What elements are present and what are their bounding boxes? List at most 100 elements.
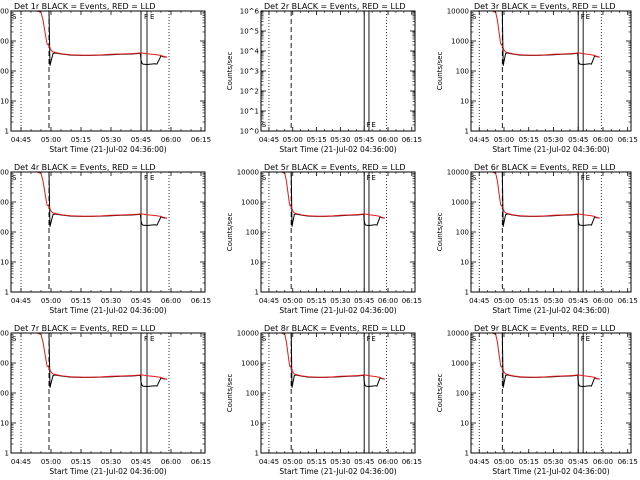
y-tick-label: 10 [0,420,9,428]
y-tick-label: 100 [0,390,9,398]
plot-frame [10,171,206,293]
y-tick-label: 1 [255,450,259,458]
series-line-lld [471,172,600,219]
x-tick-label: 04:45 [259,297,279,305]
y-axis-label: Counts/sec [226,52,234,91]
interval-label-s: S [262,121,267,129]
x-tick-label: 04:45 [469,136,489,144]
series-line-lld [11,172,168,219]
panel-det-5: Det 5r BLACK = Events, RED = LLD Counts/s… [226,163,422,315]
x-tick-label: 05:15 [71,136,91,144]
x-tick-label: 05:00 [494,297,514,305]
y-tick-label: 100 [456,390,469,398]
x-tick-label: 04:45 [259,136,279,144]
y-tick-label: 1 [465,450,469,458]
y-tick-label: 10^4 [240,48,260,56]
x-tick-label: 06:15 [618,458,638,466]
panel-title: Det 8r BLACK = Events, RED = LLD [264,324,406,333]
x-tick-label: 05:15 [519,136,539,144]
panel-title: Det 3r BLACK = Events, RED = LLD [474,2,616,11]
plot-frame [470,332,632,454]
panel-det-7: Det 7r BLACK = Events, RED = LLDCounts/s… [0,324,211,476]
y-tick-label: 10 [460,420,469,428]
series-line-lld [11,333,168,380]
x-tick-label: 06:00 [593,458,613,466]
interval-label-f: F [581,13,585,21]
x-tick-label: 05:30 [330,136,350,144]
y-tick-label: 100 [456,229,469,237]
x-tick-label: 06:00 [161,136,181,144]
y-tick-label: 1 [5,289,9,297]
x-tick-label: 05:30 [330,458,350,466]
x-tick-label: 05:15 [519,297,539,305]
x-tick-label: 05:15 [306,297,326,305]
y-tick-label: 1 [255,289,259,297]
y-tick-label: 1000 [451,199,469,207]
panel-title: Det 9r BLACK = Events, RED = LLD [474,324,616,333]
interval-label-e: E [150,174,154,182]
x-axis-label: Start Time (21-Jul-02 04:36:00) [279,306,396,315]
y-tick-label: 1000 [0,360,9,368]
y-tick-label: 10^6 [240,8,260,16]
x-axis-label: Start Time (21-Jul-02 04:36:00) [49,145,166,154]
y-tick-label: 100 [0,229,9,237]
y-axis-label: Counts/sec [226,213,234,252]
interval-label-f: F [367,335,371,343]
x-tick-label: 06:00 [378,297,398,305]
x-axis-label: Start Time (21-Jul-02 04:36:00) [492,145,609,154]
x-tick-label: 05:45 [354,297,374,305]
panel-title: Det 1r BLACK = Events, RED = LLD [14,2,156,11]
y-tick-label: 1000 [451,360,469,368]
x-tick-label: 04:45 [11,136,31,144]
x-tick-label: 06:00 [378,136,398,144]
interval-label-s: S [472,13,477,21]
x-tick-label: 05:30 [101,458,121,466]
x-tick-label: 05:15 [306,136,326,144]
series-group [471,11,600,66]
y-tick-label: 1000 [241,199,259,207]
x-tick-label: 06:15 [191,136,211,144]
series-group [261,172,385,227]
x-axis-label: Start Time (21-Jul-02 04:36:00) [279,467,396,476]
panel-title: Det 7r BLACK = Events, RED = LLD [14,324,156,333]
x-tick-label: 05:00 [283,458,303,466]
x-tick-label: 06:00 [378,458,398,466]
series-group [11,172,168,227]
series-group [471,172,600,227]
y-tick-label: 10 [250,420,259,428]
series-line-lld [261,172,385,219]
x-tick-label: 05:15 [306,458,326,466]
series-group [11,11,168,66]
panel-title: Det 6r BLACK = Events, RED = LLD [474,163,616,172]
y-tick-label: 100 [456,68,469,76]
y-tick-label: 1000 [451,38,469,46]
x-tick-label: 05:00 [283,136,303,144]
x-tick-label: 06:00 [161,297,181,305]
x-axis-label: Start Time (21-Jul-02 04:36:00) [49,467,166,476]
y-tick-label: 10 [0,259,9,267]
x-tick-label: 06:15 [191,458,211,466]
plot-frame [470,10,632,132]
x-tick-label: 06:15 [191,297,211,305]
interval-label-s: S [262,335,267,343]
x-tick-label: 04:45 [11,458,31,466]
y-axis-label: Counts/sec [436,52,444,91]
interval-label-e: E [150,335,154,343]
x-tick-label: 05:45 [131,297,151,305]
series-line-lld [11,11,168,58]
interval-label-f: F [367,121,371,129]
x-tick-label: 05:45 [568,297,588,305]
x-axis-label: Start Time (21-Jul-02 04:36:00) [49,306,166,315]
series-group [11,333,168,388]
x-tick-label: 04:45 [259,458,279,466]
y-axis-label: Counts/sec [226,374,234,413]
y-tick-label: 1 [5,450,9,458]
plot-frame [260,332,416,454]
x-tick-label: 06:00 [593,136,613,144]
series-line-lld [471,333,600,380]
series-group [261,333,385,388]
interval-label-e: E [371,121,375,129]
x-tick-label: 06:15 [402,297,422,305]
y-tick-label: 1000 [0,38,9,46]
